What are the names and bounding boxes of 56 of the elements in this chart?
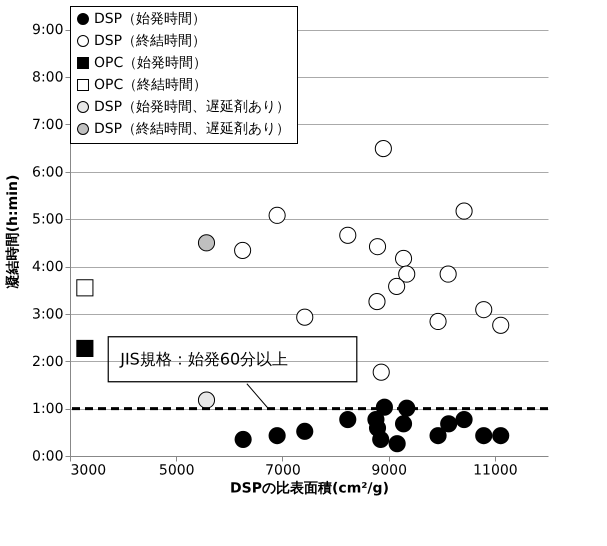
point [388, 278, 406, 295]
point [268, 206, 286, 224]
point [388, 435, 406, 452]
point [268, 427, 286, 444]
point [456, 410, 473, 428]
point [372, 364, 390, 381]
x-axis-title: DSPの比表面積(cm²/g) [230, 480, 389, 496]
point [398, 266, 416, 283]
point [440, 266, 457, 283]
y-tick-label: 5:00 [32, 212, 64, 228]
point [456, 202, 473, 220]
point [368, 293, 386, 310]
point [492, 316, 510, 334]
legend-label: DSP（終結時間、遅延剤あり） [94, 121, 290, 137]
y-tick-label: 0:00 [32, 448, 64, 464]
x-tick-label: 3000 [70, 462, 106, 478]
point [234, 430, 252, 448]
point [198, 234, 216, 252]
point [198, 392, 216, 409]
legend-label: OPC（始発時間） [94, 55, 208, 71]
point [234, 242, 252, 259]
y-tick-label: 8:00 [32, 70, 64, 86]
x-tick-label: 7000 [265, 462, 301, 478]
point [296, 308, 314, 326]
point [430, 312, 447, 330]
y-axis-title: 凝結時間(h:min) [5, 174, 22, 288]
point [76, 340, 94, 358]
point [475, 301, 492, 318]
point [339, 226, 356, 244]
point [296, 422, 314, 440]
y-tick-label: 4:00 [32, 259, 64, 276]
y-tick-label: 7:00 [32, 116, 64, 133]
point [440, 415, 458, 432]
point [394, 250, 412, 268]
y-tick-label: 6:00 [32, 164, 64, 180]
legend-label: DSP（始発時間） [94, 11, 206, 27]
point [374, 140, 392, 158]
point [76, 279, 94, 296]
point [492, 427, 510, 444]
y-tick-label: 9:00 [32, 22, 64, 38]
y-tick-label: 1:00 [32, 401, 64, 418]
point [430, 427, 447, 444]
x-tick-label: 11000 [473, 462, 518, 478]
point [339, 410, 356, 428]
point [475, 427, 492, 444]
x-tick-label: 5000 [158, 462, 195, 478]
legend-label: DSP（始発時間、遅延剤あり） [94, 99, 290, 115]
point [394, 415, 412, 432]
y-tick-label: 2:00 [32, 354, 64, 370]
point [372, 430, 390, 448]
ref-line-label: JIS規格：始発60分以上 [119, 349, 288, 368]
x-tick-label: 9000 [371, 462, 407, 478]
y-tick-label: 3:00 [32, 306, 64, 322]
legend-label: OPC（終結時間） [94, 77, 208, 93]
point [368, 238, 386, 256]
legend-label: DSP（終結時間） [94, 33, 206, 49]
